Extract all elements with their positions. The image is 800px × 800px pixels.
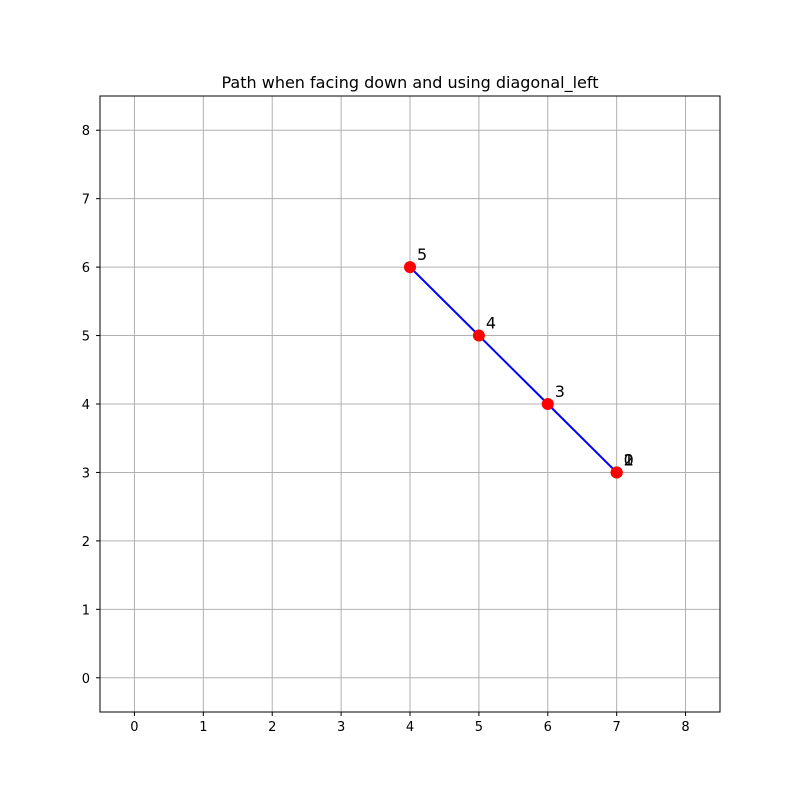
y-tick-label: 0 — [82, 672, 90, 687]
path-point-marker — [541, 398, 554, 410]
y-tick-label: 2 — [82, 535, 90, 550]
x-tick-label: 3 — [337, 720, 345, 735]
plot-frame — [99, 95, 721, 713]
x-tick-label: 2 — [268, 720, 276, 735]
y-tick-label: 4 — [82, 398, 90, 413]
y-tick-label: 3 — [82, 466, 90, 481]
path-point-marker — [610, 466, 623, 479]
x-tick-label: 4 — [406, 720, 414, 735]
x-tick-label: 0 — [130, 720, 138, 735]
path-line-layer — [409, 266, 618, 474]
y-tick-label: 6 — [82, 261, 90, 276]
point-label: 0 — [624, 450, 634, 469]
point-label: 1 — [624, 450, 634, 469]
x-tick-label: 1 — [199, 720, 207, 735]
point-label: 2 — [624, 450, 634, 469]
y-tick-label: 7 — [82, 193, 90, 208]
y-tick-label: 5 — [82, 330, 90, 345]
x-tick-label: 8 — [681, 720, 689, 735]
x-tick-label: 7 — [613, 720, 621, 735]
path-marker-layer: 012 3 4 5 — [404, 245, 634, 479]
chart-title: Path when facing down and using diagonal… — [222, 73, 599, 93]
y-tick-label: 1 — [82, 603, 90, 618]
x-tick-label: 5 — [475, 720, 483, 735]
x-tick-label: 6 — [544, 720, 552, 735]
point-label: 3 — [555, 382, 565, 401]
point-label: 4 — [486, 314, 496, 333]
path-line — [409, 266, 618, 474]
point-label: 5 — [417, 245, 427, 264]
y-tick-label: 8 — [82, 124, 90, 139]
path-point-marker — [472, 329, 485, 342]
path-point-marker — [404, 261, 416, 274]
